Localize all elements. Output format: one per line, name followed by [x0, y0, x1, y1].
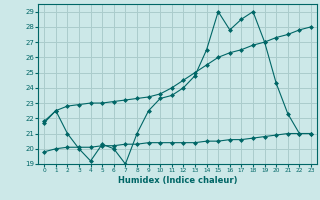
X-axis label: Humidex (Indice chaleur): Humidex (Indice chaleur)	[118, 176, 237, 185]
